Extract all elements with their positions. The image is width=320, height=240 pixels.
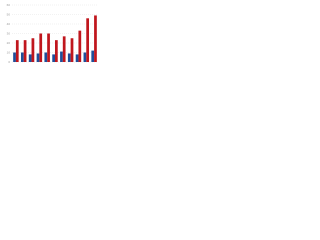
bar <box>36 53 40 62</box>
chart: 0 10 20 30 40 50 60 <box>7 3 98 64</box>
bar <box>13 52 16 62</box>
bar <box>28 54 32 62</box>
bar <box>94 15 97 62</box>
y-tick-label: 30 <box>7 31 11 35</box>
bar <box>15 40 19 62</box>
y-tick-label: 20 <box>7 41 11 45</box>
bar <box>75 54 79 62</box>
bar <box>83 52 87 62</box>
bar <box>23 40 27 62</box>
bar <box>70 38 74 62</box>
bar <box>60 51 63 62</box>
bar <box>20 52 24 62</box>
y-tick-label: 10 <box>7 50 11 54</box>
bar <box>52 54 55 62</box>
bar <box>39 33 43 62</box>
bar <box>91 50 95 62</box>
bar <box>47 33 50 62</box>
bar <box>86 18 90 62</box>
bar <box>44 52 48 62</box>
bar <box>67 53 71 62</box>
bar <box>78 30 82 62</box>
bar <box>55 40 58 62</box>
y-tick-label: 0 <box>8 60 10 64</box>
y-tick-label: 60 <box>7 3 11 7</box>
bar <box>31 38 35 62</box>
y-tick-label: 50 <box>7 12 11 16</box>
y-tick-label: 40 <box>7 22 11 26</box>
bar <box>62 36 66 62</box>
